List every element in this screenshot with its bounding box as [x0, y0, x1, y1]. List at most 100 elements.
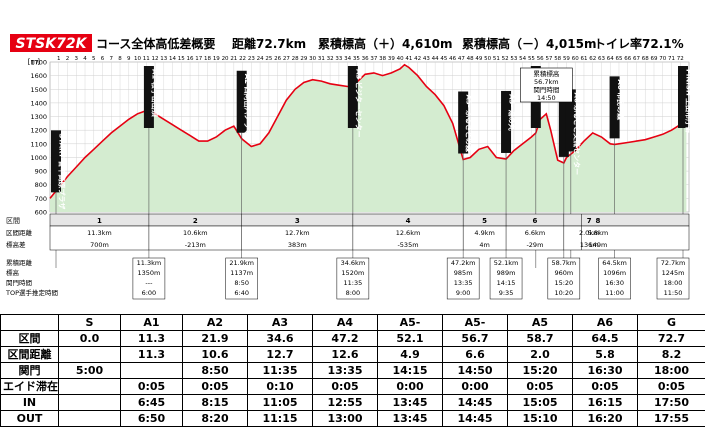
- summary-row: エイド滞在 0:05 0:05 0:10 0:05 0:00 0:00 0:05 0:05 0:0…: [0, 378, 705, 395]
- summary-cell: 11:15: [247, 410, 313, 427]
- x-tick-label: 10: [134, 56, 141, 62]
- checkpoint-box: [446, 257, 480, 300]
- marker-label-box: [458, 91, 469, 154]
- summary-cell: 0:05: [120, 378, 183, 395]
- summary-header-cell: A2: [182, 314, 248, 331]
- summary-cell: 0:05: [637, 378, 705, 395]
- toilet-rate: トイレ率72.1%: [594, 36, 684, 51]
- x-tick-label: 7: [110, 56, 114, 62]
- checkpoint-top: 9:00: [456, 289, 471, 297]
- summary-header-cell: A1: [120, 314, 183, 331]
- summary-cell: 13:35: [312, 362, 378, 379]
- summary-cell: [120, 362, 183, 379]
- checkpoint-box: [656, 257, 690, 300]
- summary-cell: 6.6: [442, 346, 508, 363]
- checkpoint-elev: 989m: [497, 269, 516, 277]
- x-tick-label: 68: [642, 56, 649, 62]
- x-tick-label: 34: [344, 56, 351, 62]
- marker-label-box: [565, 89, 576, 152]
- x-tick-label: 23: [248, 56, 255, 62]
- x-tick-label: 69: [650, 56, 657, 62]
- marker-label: FINISH 上田市庁舎: [685, 69, 694, 134]
- summary-cell: 58.7: [507, 330, 573, 347]
- section-elevation: 149m: [589, 241, 608, 249]
- marker-label: START 菅平高原プラザ: [58, 133, 67, 209]
- section-header-row: [49, 213, 690, 227]
- checkpoint-top: 6:40: [234, 289, 249, 297]
- summary-cell: 8:50: [182, 362, 248, 379]
- x-tick-label: 40: [397, 56, 404, 62]
- checkpoint-elev: 1245m: [662, 269, 685, 277]
- x-tick-label: 19: [213, 56, 220, 62]
- x-tick-label: 12: [152, 56, 159, 62]
- x-tick-label: 25: [265, 56, 272, 62]
- section-distance: 11.3km: [87, 229, 112, 237]
- y-tick-label: 1600: [30, 72, 47, 80]
- checkpoint-row-label: TOP選手推定時間: [5, 288, 58, 297]
- summary-cell: 17:55: [637, 410, 705, 427]
- section-elevation: -535m: [397, 241, 418, 249]
- summary-table: S A1 A2 A3 A4 A5- A5- A5 A6 G 区間 0.0 11.3 21.9 34.6 47.…: [0, 314, 705, 427]
- summary-cell: 8.2: [637, 346, 705, 363]
- x-tick-label: 63: [598, 56, 605, 62]
- checkpoint-dist: 72.7km: [661, 259, 686, 267]
- summary-row-label: 区間距離: [0, 346, 59, 363]
- callout-line: 累積標高: [533, 69, 560, 78]
- marker-label: A6 ふるさと交流センター: [572, 92, 581, 175]
- x-tick-label: 59: [563, 56, 570, 62]
- summary-cell: 16:15: [572, 394, 638, 411]
- y-axis-label: [m]: [28, 58, 41, 66]
- summary-cell: 18:00: [637, 362, 705, 379]
- elevation-area: [50, 64, 687, 212]
- x-tick-label: 17: [195, 56, 202, 62]
- marker-label: A2 四阿山パノラマ: [243, 74, 252, 136]
- section-number: 2: [193, 217, 198, 225]
- elevation-loss: 累積標高（－）4,015m: [462, 36, 596, 51]
- summary-cell: 13:00: [312, 410, 378, 427]
- checkpoint-row-label: 標高: [6, 268, 20, 277]
- x-tick-label: 42: [414, 56, 421, 62]
- course-badge: [10, 34, 92, 52]
- section-distance: 2.0km: [579, 229, 599, 237]
- summary-cell: 10.6: [182, 346, 248, 363]
- x-tick-label: 22: [239, 56, 246, 62]
- checkpoint-gate: 15:20: [554, 279, 573, 287]
- x-tick-label: 30: [309, 56, 316, 62]
- summary-cell: 15:05: [507, 394, 573, 411]
- checkpoint-dist: 64.5km: [602, 259, 627, 267]
- x-tick-label: 26: [274, 56, 281, 62]
- marker-label: A1 根子岳山頂: [150, 69, 159, 118]
- section-elevation: -29m: [526, 241, 543, 249]
- chart-title: コース全体高低差概要: [96, 36, 215, 51]
- x-tick-label: 45: [440, 56, 447, 62]
- checkpoint-dist: 58.7km: [552, 259, 577, 267]
- x-tick-label: 37: [370, 56, 377, 62]
- summary-cell: 12.6: [312, 346, 378, 363]
- x-tick-label: 38: [379, 56, 386, 62]
- summary-row: 区間距離 11.3 10.6 12.7 12.6 4.9 6.6 2.0 5.8 8.2: [0, 346, 705, 363]
- course-badge-text: STSK72K: [16, 36, 88, 52]
- x-tick-label: 58: [554, 56, 561, 62]
- checkpoint-top: 11:50: [664, 289, 683, 297]
- x-tick-label: 47: [458, 56, 465, 62]
- checkpoint-dist: 34.6km: [341, 259, 366, 267]
- x-tick-label: 67: [633, 56, 640, 62]
- x-tick-label: 35: [353, 56, 360, 62]
- marker-label-box: [347, 66, 358, 128]
- summary-cell: [58, 410, 121, 427]
- summary-header-cell: S: [58, 314, 121, 331]
- summary-header-cell: A3: [247, 314, 313, 331]
- checkpoint-row-label: 関門時間: [6, 279, 32, 287]
- summary-cell: [58, 346, 121, 363]
- x-tick-label: 21: [230, 56, 237, 62]
- marker-label-box: [143, 66, 154, 128]
- x-tick-label: 4: [83, 56, 87, 62]
- summary-cell: 0:10: [247, 378, 313, 395]
- x-tick-label: 20: [222, 56, 229, 62]
- checkpoint-dist: 52.1km: [494, 259, 519, 267]
- section-distance: 12.7km: [285, 229, 310, 237]
- x-axis-ticks: 1 2 3 4 5 6 7 8 9 10 11 12 13 14 15 16 17 18 19 20 21 22 23 24 2…: [57, 56, 684, 62]
- checkpoint-row-label: 累積距離: [6, 258, 33, 267]
- x-tick-label: 41: [405, 56, 412, 62]
